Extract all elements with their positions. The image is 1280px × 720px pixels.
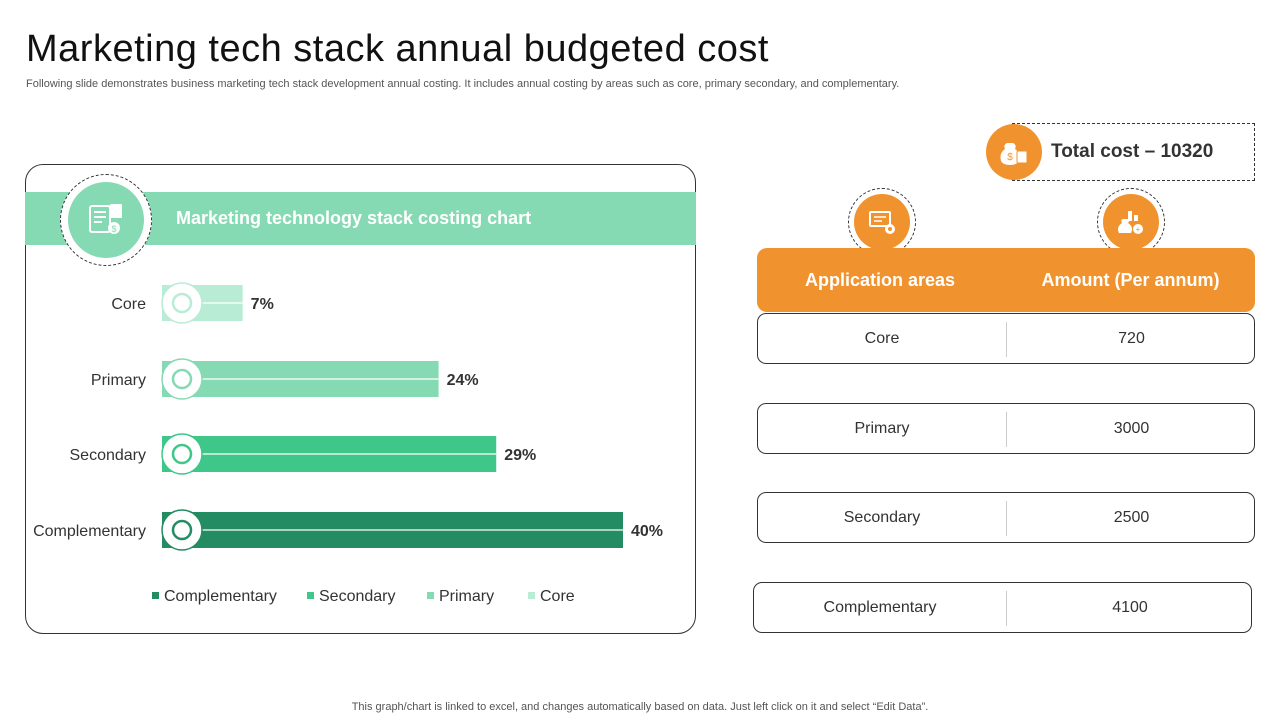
legend-item: Complementary (164, 588, 277, 605)
legend-swatch (152, 592, 159, 599)
row-area: Core (864, 329, 900, 347)
legend-item: Core (540, 588, 575, 605)
bar-icon-glyph (171, 368, 193, 390)
legend-swatch (307, 592, 314, 599)
row-amount: 4100 (1112, 598, 1148, 616)
row-area: Secondary (843, 508, 921, 526)
monitor-gear-icon (854, 194, 910, 250)
puzzle-icon (161, 509, 203, 551)
category-label: Secondary (70, 447, 147, 464)
row-area: Complementary (823, 598, 937, 616)
legend-swatch (427, 592, 434, 599)
svg-text:$: $ (111, 224, 116, 234)
bar-icon-glyph (171, 292, 193, 314)
table-row: Secondary 2500 (757, 492, 1255, 543)
budget-document-icon: $ (68, 182, 144, 258)
value-label: 40% (631, 523, 663, 540)
row-area: Primary (854, 419, 910, 437)
value-label: 29% (504, 447, 536, 464)
table-row: Primary 3000 (757, 403, 1255, 454)
value-label: 7% (251, 296, 274, 313)
bar-icon-glyph (171, 443, 193, 465)
legend-item: Primary (439, 588, 494, 605)
chart-panel (25, 164, 696, 634)
value-label: 24% (447, 372, 479, 389)
row-amount: 720 (1118, 329, 1145, 347)
page-subtitle: Following slide demonstrates business ma… (26, 78, 900, 90)
table-header (757, 248, 1255, 312)
legend-item: Secondary (319, 588, 396, 605)
chart-header-title: Marketing technology stack costing chart (176, 208, 532, 228)
row-amount: 2500 (1113, 508, 1150, 526)
row-amount: 3000 (1113, 419, 1150, 437)
table-row: Complementary 4100 (753, 582, 1252, 633)
category-label: Core (111, 296, 146, 313)
legend-swatch (528, 592, 535, 599)
category-label: Complementary (33, 523, 146, 540)
bar-icon-glyph (171, 519, 193, 541)
svg-text:$: $ (1007, 152, 1013, 163)
table-header-amount: Amount (Per annum) (1041, 270, 1220, 290)
page-title: Marketing tech stack annual budgeted cos… (26, 28, 769, 70)
svg-text:+: + (1136, 225, 1141, 234)
target-icon (161, 282, 203, 324)
table-row: Core 720 (757, 313, 1255, 364)
money-growth-icon: + (1103, 194, 1159, 250)
money-bag-tag-icon: $ (986, 124, 1042, 180)
network-hand-icon (161, 358, 203, 400)
footer-note: This graph/chart is linked to excel, and… (351, 701, 929, 713)
document-search-icon (161, 433, 203, 475)
table-header-areas: Application areas (804, 270, 956, 290)
category-label: Primary (91, 372, 146, 389)
total-cost-label: Total cost – 10320 (1051, 141, 1214, 162)
